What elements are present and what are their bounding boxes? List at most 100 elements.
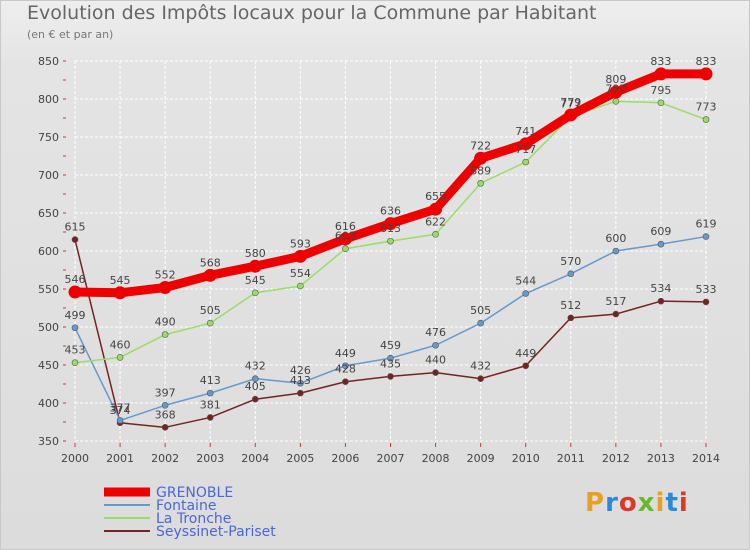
- data-label: 544: [515, 275, 536, 288]
- data-label: 689: [470, 164, 491, 177]
- chart-title: Evolution des Impôts locaux pour la Comm…: [27, 2, 597, 24]
- data-label: 603: [335, 230, 356, 243]
- data-point: [251, 289, 259, 297]
- data-point: [429, 202, 443, 216]
- data-point: [609, 85, 623, 99]
- data-point: [116, 354, 124, 361]
- x-tick-label: 2003: [196, 452, 224, 465]
- data-point: [477, 375, 484, 382]
- data-label: 449: [515, 347, 536, 360]
- data-point: [564, 108, 578, 122]
- data-label: 833: [696, 55, 717, 68]
- logo-letter: o: [618, 488, 638, 518]
- data-point: [71, 236, 79, 243]
- data-label: 377: [110, 401, 131, 414]
- data-label: 655: [425, 190, 446, 203]
- data-label: 453: [65, 344, 86, 357]
- data-label: 795: [650, 84, 671, 97]
- data-label: 460: [110, 338, 131, 351]
- data-label: 428: [335, 363, 356, 376]
- data-point: [699, 67, 713, 81]
- logo-letter: x: [637, 488, 656, 518]
- logo-letter: i: [678, 488, 689, 518]
- data-label: 449: [335, 347, 356, 360]
- data-label: 374: [110, 404, 131, 417]
- x-tick-label: 2006: [331, 452, 359, 465]
- data-label: 797: [605, 82, 626, 95]
- chart-subtitle: (en € et par an): [27, 28, 114, 41]
- y-tick-label: 850: [38, 55, 59, 68]
- data-point: [206, 414, 214, 421]
- data-label: 580: [245, 247, 266, 260]
- data-point: [432, 369, 439, 376]
- data-label: 546: [65, 273, 86, 286]
- y-tick-label: 400: [38, 397, 59, 410]
- data-label: 432: [245, 360, 266, 373]
- data-point: [338, 232, 352, 246]
- data-point: [342, 378, 349, 386]
- data-label: 512: [560, 299, 581, 312]
- data-point: [654, 67, 668, 81]
- data-point: [158, 280, 172, 294]
- data-label: 593: [290, 237, 311, 250]
- data-label: 505: [200, 304, 221, 317]
- data-point: [657, 99, 665, 107]
- data-label: 779: [560, 96, 581, 109]
- logo-letter: P: [585, 488, 606, 518]
- data-point: [297, 282, 304, 290]
- data-label: 570: [560, 255, 581, 268]
- data-point: [161, 331, 169, 338]
- data-point: [71, 324, 79, 332]
- data-point: [251, 395, 259, 403]
- data-label: 505: [470, 304, 491, 317]
- y-tick-label: 450: [38, 359, 59, 372]
- y-tick-label: 350: [38, 435, 59, 448]
- data-label: 622: [425, 215, 446, 228]
- data-point: [248, 259, 262, 273]
- x-tick-label: 2001: [106, 452, 134, 465]
- data-label: 413: [200, 374, 221, 387]
- data-label: 368: [155, 408, 176, 421]
- x-tick-label: 2011: [557, 452, 585, 465]
- data-label: 435: [380, 357, 401, 370]
- data-point: [432, 230, 439, 238]
- data-label: 554: [290, 267, 311, 280]
- data-point: [522, 362, 530, 370]
- data-point: [251, 375, 259, 382]
- data-point: [297, 379, 304, 387]
- x-tick-label: 2014: [692, 452, 720, 465]
- data-point: [567, 270, 575, 278]
- legend-label: La Tronche: [156, 511, 231, 527]
- data-point: [342, 245, 349, 253]
- data-label: 600: [605, 232, 626, 245]
- data-label-layer: 546 545 552 568 580 593 616 636 655 722 741 779 809 8…: [65, 55, 717, 421]
- data-point: [702, 233, 710, 240]
- data-point: [387, 237, 394, 245]
- data-label: 722: [470, 139, 491, 152]
- x-tick-label: 2005: [286, 452, 314, 465]
- x-tick-label: 2013: [647, 452, 675, 465]
- data-point: [477, 180, 484, 187]
- data-label: 809: [605, 73, 626, 86]
- data-label: 490: [155, 316, 176, 329]
- data-point: [342, 362, 349, 370]
- data-point: [474, 151, 488, 165]
- data-label: 413: [290, 374, 311, 387]
- legend-label: GRENOBLE: [156, 485, 233, 501]
- proxiti-logo: Proxiti: [585, 488, 689, 518]
- x-tick-label: 2000: [61, 452, 89, 465]
- x-tick-label: 2010: [512, 452, 540, 465]
- legend-label: Seyssinet-Pariset: [156, 524, 276, 540]
- data-label: 609: [650, 225, 671, 238]
- data-point: [387, 373, 394, 380]
- data-point: [522, 158, 530, 166]
- data-point: [657, 297, 665, 305]
- x-tick-label: 2012: [602, 452, 630, 465]
- data-label: 459: [380, 339, 401, 352]
- data-point: [293, 249, 307, 263]
- logo-letter: i: [655, 488, 666, 518]
- y-tick-label: 700: [38, 169, 59, 182]
- data-point: [612, 247, 620, 255]
- data-label: 777: [560, 97, 581, 110]
